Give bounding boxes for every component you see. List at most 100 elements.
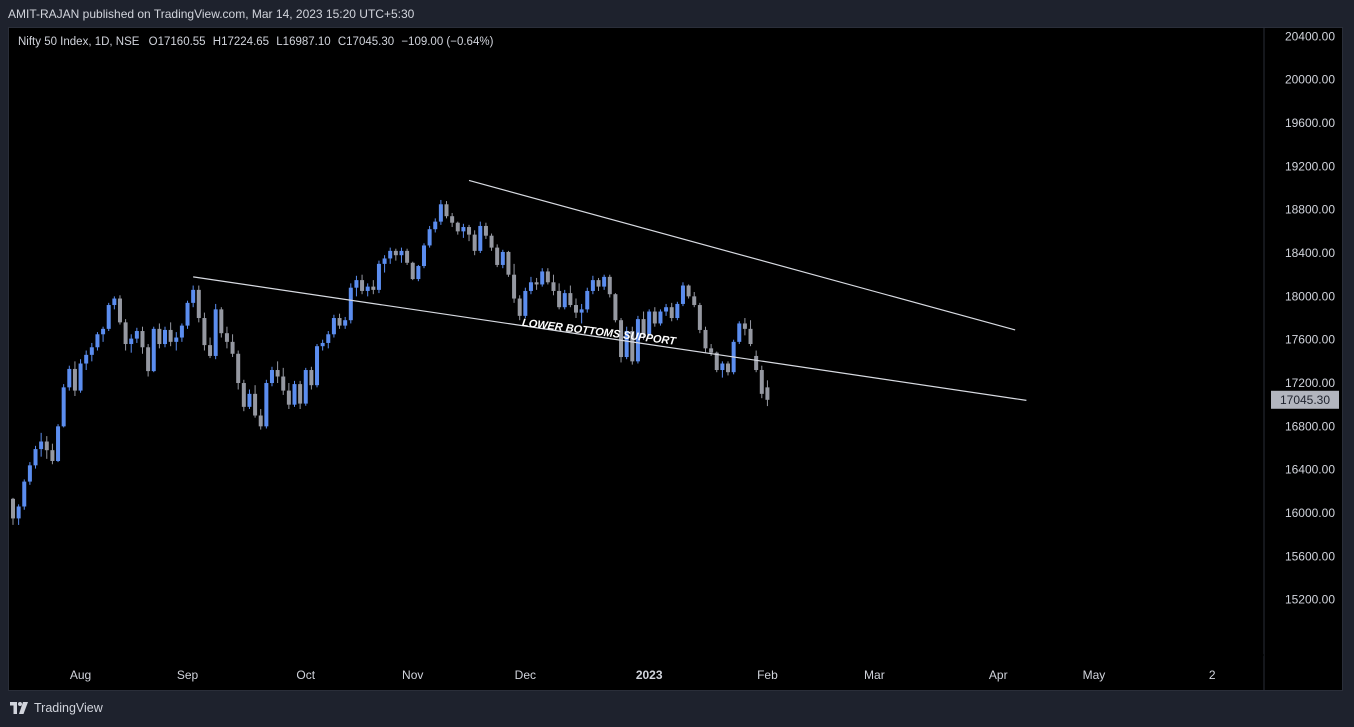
candle[interactable] [438, 199, 443, 225]
candle[interactable] [382, 255, 387, 273]
candle[interactable] [557, 283, 562, 310]
time-axis[interactable]: Aug Sep Oct Nov Dec 2023 Feb Mar Apr May 2⁠ [70, 668, 1216, 682]
candle[interactable] [528, 276, 533, 295]
candle[interactable] [472, 230, 477, 256]
candle[interactable] [754, 350, 759, 373]
candle[interactable] [641, 311, 646, 340]
candle[interactable] [89, 342, 94, 362]
candle[interactable] [151, 326, 156, 373]
candle[interactable] [315, 344, 320, 388]
candle[interactable] [630, 326, 635, 365]
candle[interactable] [140, 326, 145, 354]
legend-symbol[interactable]: Nifty 50 Index, 1D, NSE [18, 36, 140, 48]
candle[interactable] [236, 350, 241, 390]
candle[interactable] [22, 479, 27, 510]
candle[interactable] [467, 224, 472, 242]
candle[interactable] [669, 302, 674, 322]
candle[interactable] [574, 298, 578, 319]
candle[interactable] [264, 379, 269, 429]
candle[interactable] [551, 274, 556, 296]
candle[interactable] [123, 319, 128, 351]
candle[interactable] [360, 274, 365, 295]
candle[interactable] [607, 274, 612, 298]
candle[interactable] [506, 250, 511, 277]
candle[interactable] [146, 344, 151, 377]
candle[interactable] [450, 212, 455, 228]
candle[interactable] [720, 361, 725, 378]
candle[interactable] [652, 307, 657, 327]
candle[interactable] [61, 384, 66, 428]
candle[interactable] [365, 283, 370, 297]
candle[interactable] [748, 320, 753, 347]
candle[interactable] [95, 332, 100, 351]
candle[interactable] [433, 218, 438, 233]
candle[interactable] [534, 277, 539, 290]
candle[interactable] [185, 300, 190, 329]
candle[interactable] [303, 367, 308, 406]
candle[interactable] [540, 268, 545, 287]
candle[interactable] [343, 316, 348, 329]
footer-brand[interactable]: TradingView [10, 701, 103, 715]
candle[interactable] [421, 243, 426, 269]
candle[interactable] [27, 462, 32, 485]
candle[interactable] [320, 339, 325, 351]
candle[interactable] [388, 247, 393, 264]
candle[interactable] [545, 268, 550, 285]
candle[interactable] [348, 283, 353, 324]
candle[interactable] [213, 303, 218, 360]
candle[interactable] [624, 326, 629, 360]
candle[interactable] [253, 385, 258, 418]
trendline-upper-resistance[interactable] [468, 179, 1016, 331]
candle[interactable] [106, 302, 111, 332]
candle[interactable] [759, 365, 764, 399]
candle[interactable] [191, 285, 196, 308]
candle[interactable] [393, 248, 398, 261]
candle[interactable] [157, 323, 162, 349]
candle[interactable] [230, 334, 235, 358]
candle[interactable] [410, 261, 415, 281]
candle[interactable] [56, 424, 61, 463]
candle[interactable] [517, 295, 522, 321]
candle[interactable] [405, 248, 410, 265]
candle[interactable] [444, 201, 449, 219]
candle[interactable] [675, 301, 680, 321]
candle[interactable] [286, 383, 291, 410]
candlestick-chart[interactable]: LOWER BOTTOMS SUPPORT 15200.00 15600.00 16… [9, 28, 1343, 691]
candle[interactable] [399, 247, 404, 263]
candle[interactable] [39, 432, 44, 457]
candle[interactable] [269, 366, 274, 387]
candle[interactable] [742, 318, 747, 336]
candle[interactable] [500, 249, 505, 269]
candle[interactable] [703, 326, 708, 353]
candle[interactable] [489, 233, 494, 251]
candle[interactable] [371, 280, 376, 295]
candle[interactable] [292, 380, 297, 407]
candle[interactable] [298, 380, 303, 410]
candle[interactable] [50, 443, 55, 465]
candle[interactable] [512, 263, 517, 303]
candle[interactable] [686, 284, 691, 299]
candle[interactable] [179, 323, 184, 342]
candle[interactable] [478, 221, 483, 254]
candle[interactable] [483, 222, 488, 239]
candle[interactable] [737, 321, 742, 345]
candle[interactable] [692, 292, 697, 308]
candle[interactable] [241, 379, 246, 412]
candle[interactable] [247, 389, 252, 410]
candle[interactable] [613, 293, 618, 323]
candle[interactable] [664, 303, 669, 316]
candle[interactable] [495, 244, 500, 268]
candle[interactable] [275, 361, 280, 384]
candle[interactable] [208, 337, 213, 359]
candle[interactable] [337, 313, 342, 329]
candle[interactable] [174, 332, 179, 351]
last-price-tag[interactable]: 17045.30 [1271, 390, 1339, 409]
candle[interactable] [635, 315, 640, 364]
trendline-lower-bottoms-support[interactable] [193, 276, 1027, 401]
candle[interactable] [112, 296, 117, 310]
candle[interactable] [134, 327, 139, 343]
candle[interactable] [11, 497, 15, 525]
candle[interactable] [658, 309, 663, 326]
candle[interactable] [579, 303, 584, 324]
candle[interactable] [562, 289, 567, 310]
